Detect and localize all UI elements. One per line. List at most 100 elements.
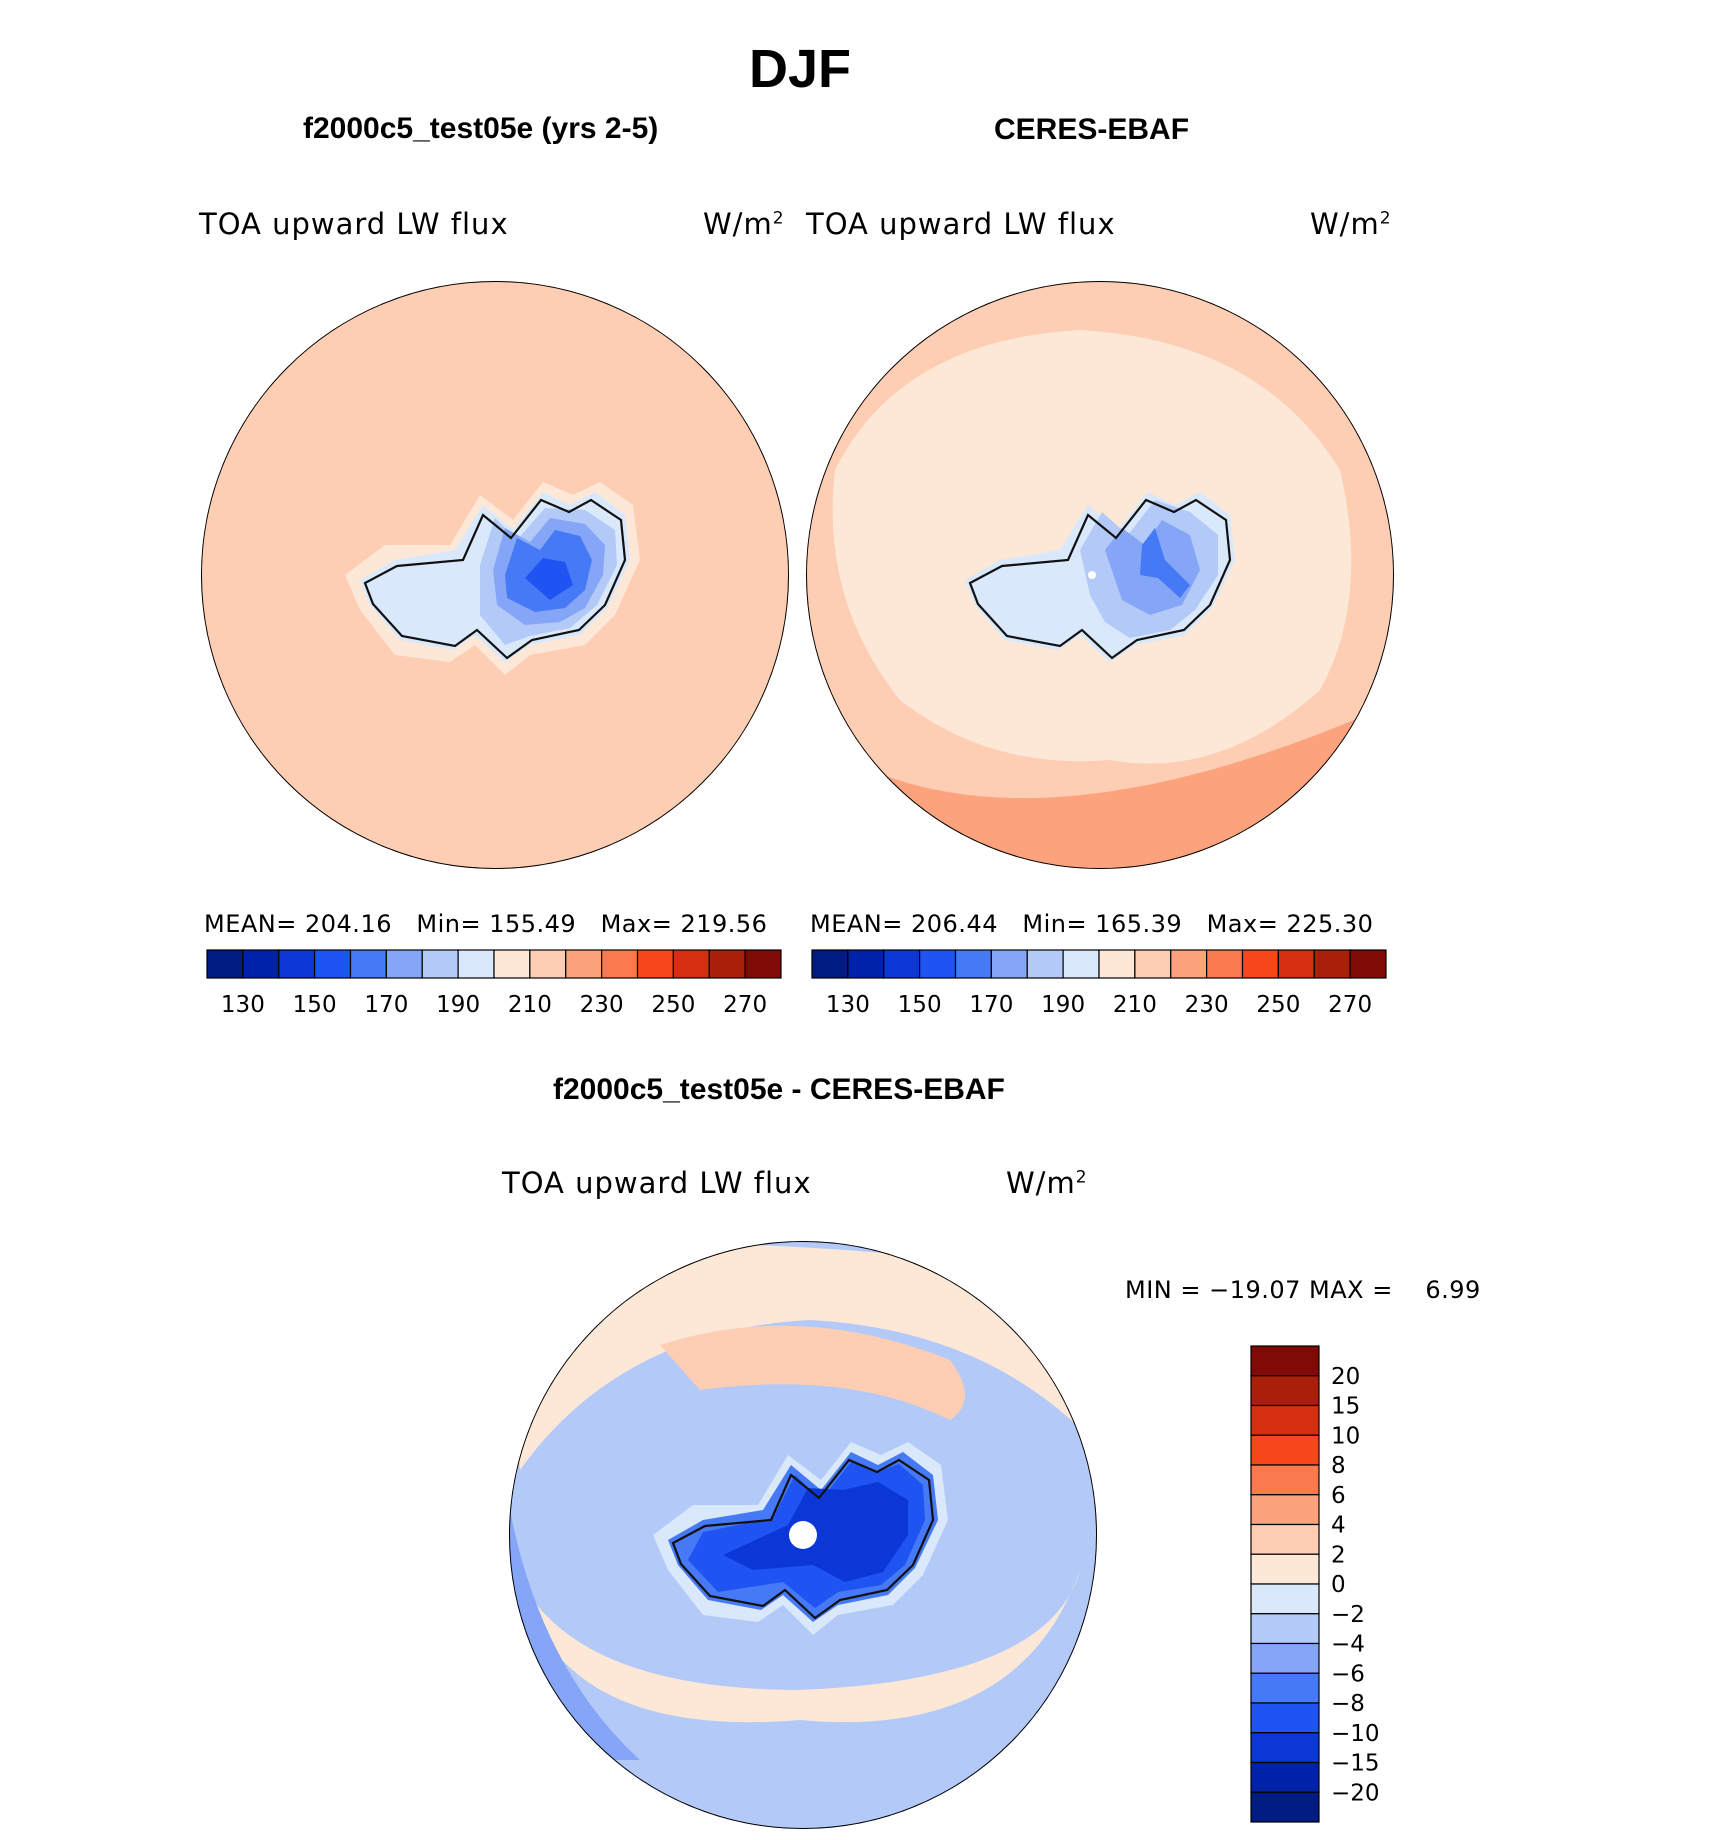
- model-colorbar-tick-label: 270: [723, 992, 767, 1018]
- obs-colorbar-swatch: [954, 949, 992, 979]
- diff-panel-title: f2000c5_test05e - CERES-EBAF: [553, 1073, 1005, 1106]
- diff-colorbar-swatch: [1250, 1345, 1320, 1377]
- model-stats: MEAN= 204.16 Min= 155.49 Max= 219.56: [204, 910, 768, 938]
- obs-colorbar-swatch: [1062, 949, 1100, 979]
- model-colorbar-swatch: [349, 949, 387, 979]
- model-colorbar-swatch: [744, 949, 782, 979]
- model-colorbar-swatch: [314, 949, 352, 979]
- diff-colorbar-tick-label: −8: [1331, 1691, 1365, 1717]
- obs-colorbar-tick-label: 210: [1113, 992, 1157, 1018]
- diff-positive-band-north: [509, 1243, 1097, 1470]
- diff-colorbar-swatch: [1250, 1732, 1320, 1764]
- obs-colorbar-swatch: [883, 949, 921, 979]
- diff-colorbar-tick-label: −2: [1331, 1602, 1365, 1628]
- diff-colorbar-swatch: [1250, 1434, 1320, 1466]
- obs-colorbar-tick-label: 170: [969, 992, 1013, 1018]
- diff-colorbar-swatch: [1250, 1702, 1320, 1734]
- obs-colorbar-swatch: [811, 949, 849, 979]
- diff-colorbar-swatch: [1250, 1761, 1320, 1793]
- obs-panel-title: CERES-EBAF: [994, 113, 1190, 146]
- obs-colorbar-swatch: [1026, 949, 1064, 979]
- obs-stats: MEAN= 206.44 Min= 165.39 Max= 225.30: [810, 910, 1374, 938]
- diff-colorbar-tick-label: −10: [1331, 1721, 1380, 1747]
- diff-colorbar-swatch: [1250, 1583, 1320, 1615]
- model-colorbar-swatch: [493, 949, 531, 979]
- diff-colorbar-swatch: [1250, 1613, 1320, 1645]
- model-colorbar-swatch: [421, 949, 459, 979]
- diff-colorbar-swatch: [1250, 1523, 1320, 1555]
- diff-minmax: MIN = −19.07 MAX = 6.99: [1125, 1276, 1481, 1304]
- diff-colorbar-swatch: [1250, 1672, 1320, 1704]
- model-map: [201, 281, 789, 869]
- obs-ice-core: [1140, 528, 1190, 598]
- diff-colorbar-swatch: [1250, 1791, 1320, 1823]
- obs-units-label: W/m2: [1310, 207, 1392, 241]
- diff-colorbar-tick-label: 8: [1331, 1453, 1346, 1479]
- model-variable-label: TOA upward LW flux: [199, 207, 509, 241]
- model-coastline: [363, 498, 627, 660]
- obs-colorbar-tick-label: 270: [1328, 992, 1372, 1018]
- obs-colorbar-tick-label: 230: [1185, 992, 1229, 1018]
- diff-colorbar-tick-label: −15: [1331, 1751, 1380, 1777]
- obs-colorbar-tick-label: 130: [826, 992, 870, 1018]
- diff-colorbar-tick-label: 2: [1331, 1542, 1346, 1568]
- model-units-label: W/m2: [703, 207, 785, 241]
- diff-variable-label: TOA upward LW flux: [502, 1166, 812, 1200]
- obs-colorbar-tick-label: 150: [898, 992, 942, 1018]
- diff-colorbar-swatch: [1250, 1642, 1320, 1674]
- model-colorbar-tick-label: 170: [364, 992, 408, 1018]
- model-colorbar-swatch: [672, 949, 710, 979]
- model-colorbar-tick-label: 190: [436, 992, 480, 1018]
- obs-colorbar-swatch: [1098, 949, 1136, 979]
- model-colorbar-swatch: [385, 949, 423, 979]
- diff-pole-hole: [789, 1521, 817, 1549]
- model-colorbar-tick-label: 210: [508, 992, 552, 1018]
- main-title: DJF: [748, 39, 851, 99]
- obs-colorbar-swatch: [1349, 949, 1387, 979]
- diff-colorbar-swatch: [1250, 1375, 1320, 1407]
- diff-colorbar-tick-label: 6: [1331, 1483, 1346, 1509]
- model-colorbar-swatch: [529, 949, 567, 979]
- obs-coastline: [968, 498, 1232, 660]
- obs-colorbar-swatch: [1241, 949, 1279, 979]
- diff-colorbar-tick-label: 20: [1331, 1364, 1360, 1390]
- diff-map: [509, 1241, 1097, 1829]
- model-colorbar-swatch: [601, 949, 639, 979]
- diff-colorbar-swatch: [1250, 1404, 1320, 1436]
- diff-colorbar-tick-label: 15: [1331, 1394, 1360, 1420]
- model-panel-title: f2000c5_test05e (yrs 2-5): [303, 112, 659, 145]
- diff-colorbar-swatch: [1250, 1494, 1320, 1526]
- diff-colorbar-tick-label: −20: [1331, 1780, 1380, 1806]
- diff-colorbar-tick-label: 0: [1331, 1572, 1346, 1598]
- model-colorbar-tick-label: 130: [221, 992, 265, 1018]
- obs-colorbar-swatch: [1277, 949, 1315, 979]
- model-colorbar: 130 150 170 190 210 230 250 270: [206, 949, 782, 1018]
- diff-colorbar-tick-label: 10: [1331, 1423, 1360, 1449]
- model-colorbar-swatch: [565, 949, 603, 979]
- diff-colorbar-tick-label: 4: [1331, 1513, 1346, 1539]
- model-colorbar-tick-label: 150: [293, 992, 337, 1018]
- model-colorbar-swatch: [206, 949, 244, 979]
- diff-colorbar-swatch: [1250, 1464, 1320, 1496]
- obs-colorbar-tick-label: 250: [1256, 992, 1300, 1018]
- model-colorbar-tick-label: 230: [580, 992, 624, 1018]
- obs-colorbar: 130 150 170 190 210 230 250 270: [811, 949, 1387, 1018]
- obs-colorbar-swatch: [1170, 949, 1208, 979]
- obs-colorbar-swatch: [990, 949, 1028, 979]
- obs-colorbar-swatch: [1313, 949, 1351, 979]
- obs-colorbar-swatch: [1134, 949, 1172, 979]
- obs-map: [806, 281, 1394, 869]
- obs-colorbar-swatch: [919, 949, 957, 979]
- model-colorbar-swatch: [636, 949, 674, 979]
- model-colorbar-swatch: [242, 949, 280, 979]
- diff-colorbar-tick-label: −6: [1331, 1661, 1365, 1687]
- model-colorbar-swatch: [278, 949, 316, 979]
- diff-positive-patch: [660, 1325, 965, 1420]
- diff-units-label: W/m2: [1006, 1166, 1088, 1200]
- diff-colorbar-swatch: [1250, 1553, 1320, 1585]
- obs-colorbar-swatch: [847, 949, 885, 979]
- model-ice-min: [525, 558, 573, 600]
- model-colorbar-swatch: [457, 949, 495, 979]
